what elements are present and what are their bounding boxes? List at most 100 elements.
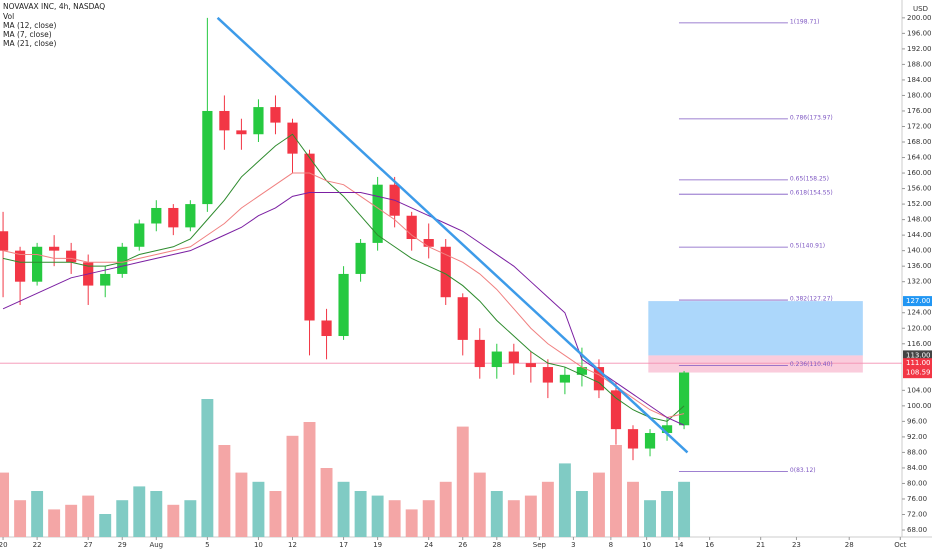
target-badge <box>903 296 932 307</box>
entry-badge <box>903 350 932 361</box>
volume-bar <box>184 500 197 537</box>
candle-body <box>355 242 366 274</box>
y-tick-label: 200.00 <box>907 14 932 22</box>
fib-label: 0.5(140.91) <box>790 243 825 250</box>
volume-bar <box>201 399 214 537</box>
y-tick-label: 76.00 <box>907 495 927 503</box>
candle-body <box>287 122 298 154</box>
x-tick-label: 10 <box>642 541 651 549</box>
fib-label: 0.65(158.25) <box>790 175 829 182</box>
y-tick-label: 148.00 <box>907 216 932 224</box>
volume-bar <box>524 495 537 537</box>
y-tick-label: 144.00 <box>907 231 932 239</box>
volume-bar <box>354 491 367 537</box>
y-tick-label: 116.00 <box>907 340 932 348</box>
y-tick-label: 180.00 <box>907 91 932 99</box>
candle-body <box>627 429 639 449</box>
last-price-label: 111.00 <box>906 359 931 367</box>
candle-body <box>151 207 162 224</box>
candle-body <box>304 153 315 321</box>
volume-bar <box>99 514 112 537</box>
volume-bar <box>661 491 674 537</box>
x-tick-label: 16 <box>705 541 714 549</box>
x-tick-label: 23 <box>792 541 801 549</box>
volume-bar <box>371 495 384 537</box>
y-tick-label: 136.00 <box>907 262 932 270</box>
volume-bar <box>31 491 44 537</box>
candle-body <box>134 223 145 247</box>
x-tick-label: 28 <box>845 541 854 549</box>
candle-body <box>219 110 230 131</box>
volume-bar <box>678 481 691 537</box>
volume-bar <box>303 422 316 537</box>
fib-label: 0(83.12) <box>790 467 816 474</box>
volume-bar <box>490 491 503 537</box>
candle-body <box>593 367 605 391</box>
candle-body <box>508 351 519 364</box>
volume-bar <box>575 491 588 537</box>
candle-body <box>423 239 434 247</box>
y-tick-label: 80.00 <box>907 479 927 487</box>
y-tick-label: 188.00 <box>907 60 932 68</box>
target-label: 127.00 <box>906 297 931 305</box>
volume-bar <box>507 500 520 537</box>
candle-body <box>0 231 9 251</box>
fib-label: 1(198.71) <box>790 18 820 25</box>
indicator: MA (12, close) <box>3 21 57 30</box>
volume-bar <box>286 435 299 537</box>
volume-bar <box>422 500 435 537</box>
x-tick-label: 8 <box>609 541 613 549</box>
x-tick-label: 20 <box>0 541 8 549</box>
x-tick-label: 21 <box>756 541 765 549</box>
candle-body <box>644 433 656 449</box>
last-price-badge <box>903 358 932 369</box>
volume-bar <box>82 495 95 537</box>
moving-average <box>2 191 685 426</box>
volume-bar <box>320 468 333 537</box>
y-tick-label: 84.00 <box>907 464 927 472</box>
x-tick-label: 12 <box>288 541 297 549</box>
volume-bar <box>592 472 605 537</box>
volume-bar <box>627 481 639 537</box>
y-tick-label: 164.00 <box>907 154 932 162</box>
candle-body <box>49 246 60 251</box>
x-tick-label: 10 <box>254 541 263 549</box>
indicator: Vol <box>3 12 14 21</box>
stop-badge <box>903 367 932 378</box>
moving-average <box>2 133 685 422</box>
x-tick-label: Oct <box>894 541 906 549</box>
y-tick-label: 176.00 <box>907 107 932 115</box>
y-tick-label: 104.00 <box>907 386 932 394</box>
volume-bar <box>558 463 571 537</box>
volume-bar <box>218 445 231 537</box>
y-tick-label: 156.00 <box>907 185 932 193</box>
candle-body <box>321 320 332 337</box>
candle-body <box>270 107 281 123</box>
indicator: MA (21, close) <box>3 39 57 48</box>
x-tick-label: 17 <box>339 541 348 549</box>
y-tick-label: 92.00 <box>907 433 927 441</box>
y-tick-label: 152.00 <box>907 200 932 208</box>
y-tick-label: 96.00 <box>907 417 927 425</box>
volume-bar <box>473 472 486 537</box>
y-tick-label: 100.00 <box>907 402 932 410</box>
candle-body <box>117 246 128 274</box>
y-tick-label: 124.00 <box>907 309 932 317</box>
indicator: MA (7, close) <box>3 30 52 39</box>
x-tick-label: 29 <box>118 541 127 549</box>
entry-label: 113.00 <box>906 351 931 359</box>
y-tick-label: 120.00 <box>907 324 932 332</box>
volume-bar <box>456 426 469 537</box>
currency: USD <box>913 5 928 13</box>
stop-zone <box>648 355 863 373</box>
trend-line <box>216 16 689 454</box>
x-tick-label: 27 <box>84 541 93 549</box>
volume-bar <box>65 504 78 537</box>
candle-body <box>491 351 502 368</box>
candle-body <box>202 110 213 205</box>
candle-body <box>576 367 588 375</box>
volume-bar <box>150 491 163 537</box>
candle-body <box>338 273 349 337</box>
candle-body <box>32 246 43 282</box>
candle-body <box>457 297 468 340</box>
